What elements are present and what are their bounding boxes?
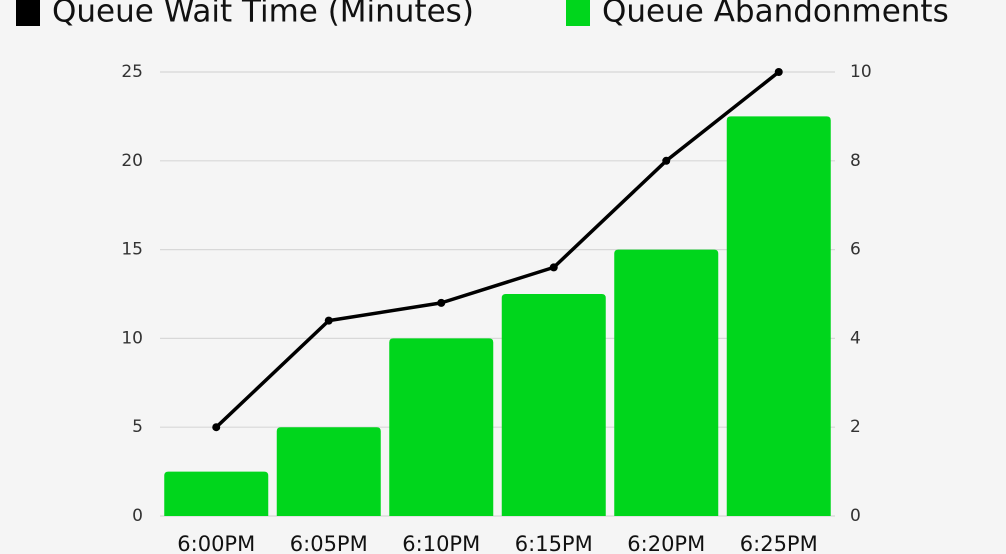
x-tick-label: 6:15PM [515,532,593,554]
y-tick-label: 20 [121,151,143,171]
bar [614,249,719,516]
x-tick-label: 6:25PM [740,532,818,554]
x-tick-label: 6:10PM [402,532,480,554]
x-tick-label: 6:05PM [290,532,368,554]
y2-tick-label: 4 [850,328,861,348]
bar [276,427,381,516]
y2-tick-label: 0 [850,506,861,526]
line-point [774,68,783,76]
line-point [549,263,558,272]
legend-swatch [566,0,590,26]
y2-tick-label: 8 [850,151,861,171]
line-point [437,298,446,307]
y2-tick-label: 6 [850,240,861,260]
y2-tick-label: 10 [850,62,872,82]
y2-tick-label: 2 [850,417,861,437]
bar [164,471,269,516]
bar [726,116,831,517]
bar [501,294,606,516]
legend-label: Queue Wait Time (Minutes) [52,0,474,30]
x-tick-label: 6:20PM [627,532,705,554]
line-point [212,423,221,432]
y-tick-label: 25 [121,62,143,82]
bar [389,338,494,516]
y-tick-label: 5 [132,417,143,437]
line [215,70,780,429]
y-tick-label: 10 [121,328,143,348]
legend-label: Queue Abandonments [602,0,949,30]
y-tick-label: 0 [132,506,143,526]
line-point [324,316,333,325]
line-point [662,156,671,165]
legend-swatch [16,0,40,26]
y-tick-label: 15 [121,240,143,260]
x-tick-label: 6:00PM [177,532,255,554]
